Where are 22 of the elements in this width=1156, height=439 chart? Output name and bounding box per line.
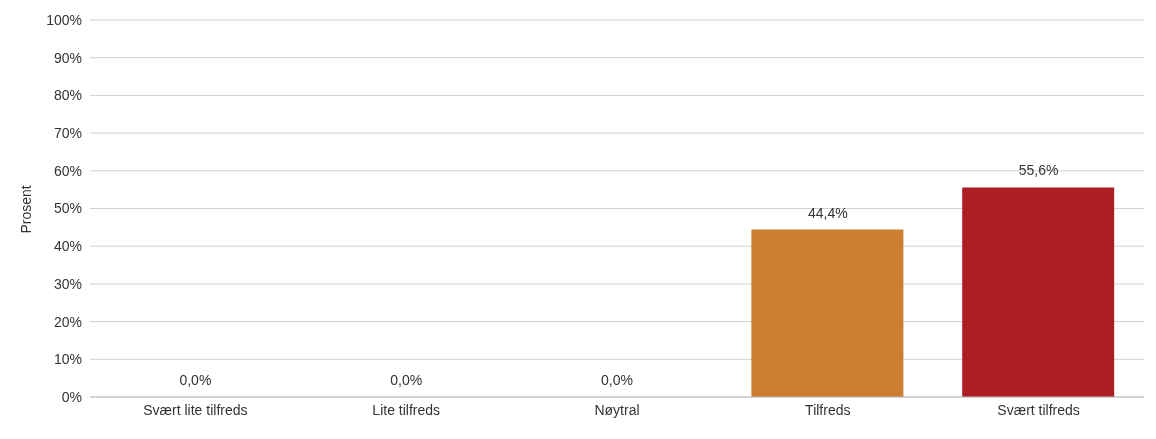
y-tick-label: 100% (46, 11, 82, 28)
data-label: 0,0% (179, 372, 212, 388)
x-tick-label: Svært lite tilfreds (143, 401, 248, 418)
y-axis-title: Prosent (17, 185, 34, 234)
data-label: 55,6% (1018, 162, 1059, 179)
y-tick-label: 60% (53, 162, 82, 179)
y-tick-label: 10% (53, 351, 82, 368)
y-tick-label: 50% (53, 200, 82, 217)
data-label: 0,0% (390, 372, 423, 388)
y-tick-label: 80% (53, 87, 82, 104)
x-tick-label: Tilfreds (805, 401, 851, 418)
data-label: 44,4% (807, 204, 848, 221)
y-tick-label: 70% (53, 125, 82, 142)
y-tick-label: 20% (53, 313, 82, 330)
y-tick-label: 40% (53, 238, 82, 255)
data-label: 0,0% (601, 372, 633, 388)
y-tick-label: 30% (53, 275, 82, 292)
x-tick-label: Nøytral (594, 401, 640, 418)
x-tick-label: Svært tilfreds (997, 401, 1080, 418)
y-tick-label: 90% (53, 49, 82, 66)
x-tick-label: Lite tilfreds (372, 401, 441, 418)
y-tick-label: 0% (61, 388, 82, 405)
